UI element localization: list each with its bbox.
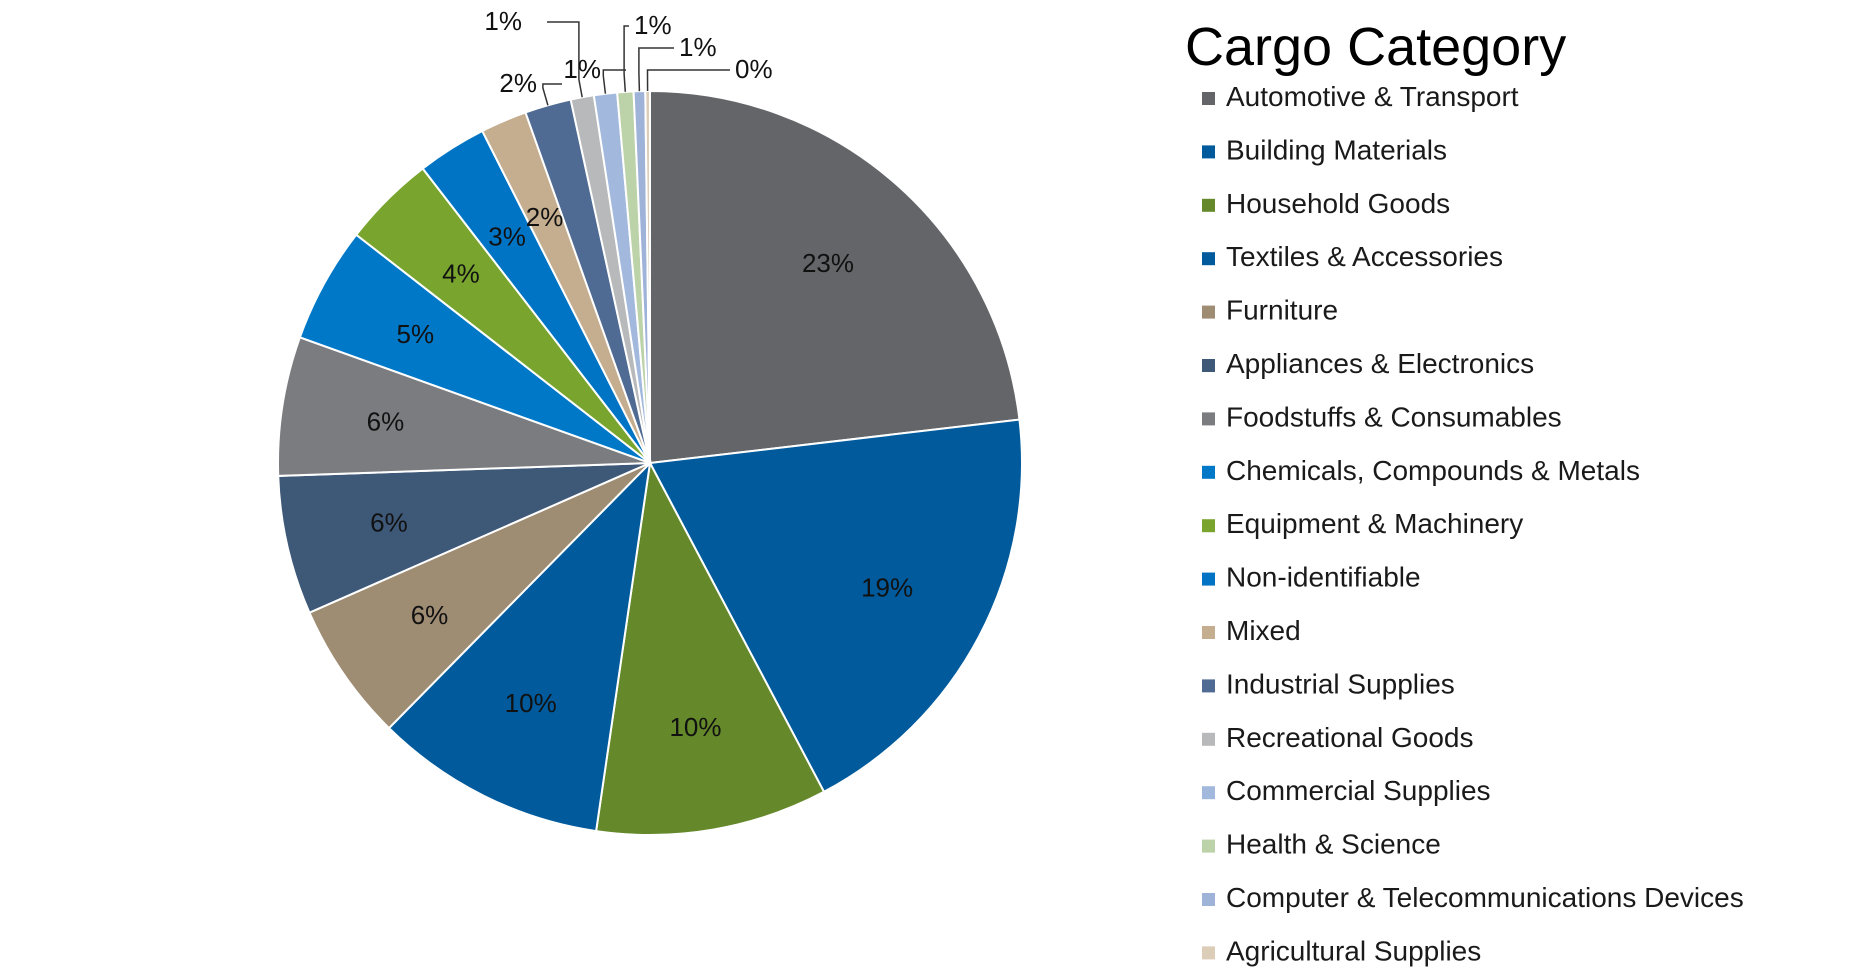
slice-label-automotive-transport: 23% bbox=[802, 248, 854, 278]
slice-label-non-identifiable: 3% bbox=[488, 221, 526, 251]
slice-label-industrial-supplies: 2% bbox=[499, 68, 537, 98]
legend-swatch-industrial-supplies bbox=[1202, 679, 1215, 693]
pie-slices bbox=[277, 89, 1023, 836]
legend-label-mixed: Mixed bbox=[1226, 615, 1301, 646]
legend: Automotive & Transport Building Materials… bbox=[1202, 81, 1744, 966]
pie-slice-automotive-transport bbox=[649, 89, 1021, 465]
leader-line-agricultural-supplies bbox=[646, 69, 730, 92]
legend-swatch-recreational-goods bbox=[1202, 732, 1215, 746]
pie-slice-appliances-electronics bbox=[277, 462, 651, 614]
legend-swatch-commercial-supplies bbox=[1202, 786, 1215, 800]
slice-label-computer-telecommunications-devices: 1% bbox=[679, 32, 717, 62]
legend-label-non-identifiable: Non-identifiable bbox=[1226, 562, 1421, 593]
pie-slice-household-goods bbox=[594, 459, 826, 836]
legend-label-textiles-accessories: Textiles & Accessories bbox=[1226, 241, 1503, 272]
legend-swatch-textiles-accessories bbox=[1202, 252, 1215, 266]
slice-label-commercial-supplies: 1% bbox=[563, 54, 601, 84]
pie-slice-foodstuffs-consumables bbox=[277, 336, 651, 477]
slice-label-mixed: 2% bbox=[526, 202, 564, 232]
legend-swatch-non-identifiable bbox=[1202, 572, 1215, 586]
slice-label-appliances-electronics: 6% bbox=[370, 508, 408, 538]
legend-swatch-chemicals-compounds-metals bbox=[1202, 465, 1215, 479]
slice-label-health-science: 1% bbox=[634, 10, 672, 40]
leader-line-commercial-supplies bbox=[602, 69, 626, 94]
slice-label-equipment-machinery: 4% bbox=[442, 258, 480, 288]
leader-line-industrial-supplies bbox=[542, 83, 562, 106]
pie-slice-agricultural-supplies bbox=[644, 89, 651, 464]
slice-label-recreational-goods: 1% bbox=[484, 6, 522, 36]
slice-label-foodstuffs-consumables: 6% bbox=[367, 407, 405, 437]
legend-swatch-foodstuffs-consumables bbox=[1202, 412, 1215, 426]
slice-label-building-materials: 19% bbox=[861, 573, 913, 603]
legend-swatch-equipment-machinery bbox=[1202, 519, 1215, 533]
slice-label-agricultural-supplies: 0% bbox=[735, 54, 773, 84]
pie-slice-textiles-accessories bbox=[387, 460, 652, 833]
legend-label-appliances-electronics: Appliances & Electronics bbox=[1226, 348, 1534, 379]
legend-swatch-automotive-transport bbox=[1202, 92, 1215, 105]
legend-label-recreational-goods: Recreational Goods bbox=[1226, 722, 1473, 753]
leader-line-computer-telecommunications-devices bbox=[638, 47, 674, 92]
legend-label-chemicals-compounds-metals: Chemicals, Compounds & Metals bbox=[1226, 455, 1640, 486]
slice-label-chemicals-compounds-metals: 5% bbox=[397, 319, 435, 349]
legend-label-building-materials: Building Materials bbox=[1226, 134, 1447, 165]
leader-lines bbox=[542, 21, 730, 106]
legend-label-health-science: Health & Science bbox=[1226, 829, 1441, 860]
slice-label-furniture: 6% bbox=[411, 600, 449, 630]
leader-line-recreational-goods bbox=[547, 21, 583, 98]
pie-slice-furniture bbox=[308, 462, 651, 730]
slice-label-household-goods: 10% bbox=[669, 712, 721, 742]
legend-swatch-mixed bbox=[1202, 626, 1215, 639]
legend-label-computer-telecommunications-devices: Computer & Telecommunications Devices bbox=[1226, 882, 1744, 913]
legend-swatch-health-science bbox=[1202, 839, 1215, 853]
legend-swatch-agricultural-supplies bbox=[1202, 946, 1215, 960]
legend-label-agricultural-supplies: Agricultural Supplies bbox=[1226, 935, 1481, 966]
slice-label-textiles-accessories: 10% bbox=[505, 688, 557, 718]
legend-label-automotive-transport: Automotive & Transport bbox=[1226, 81, 1519, 112]
pie-slice-building-materials bbox=[648, 418, 1023, 794]
legend-label-household-goods: Household Goods bbox=[1226, 188, 1450, 219]
leader-line-health-science bbox=[623, 25, 629, 92]
slice-labels: 23%19%10%10%6%6%6%5%4%3%2%2%1%1%1%1%0% bbox=[367, 6, 914, 742]
legend-label-commercial-supplies: Commercial Supplies bbox=[1226, 775, 1491, 806]
legend-label-equipment-machinery: Equipment & Machinery bbox=[1226, 508, 1523, 539]
legend-label-industrial-supplies: Industrial Supplies bbox=[1226, 668, 1455, 699]
legend-label-foodstuffs-consumables: Foodstuffs & Consumables bbox=[1226, 401, 1562, 432]
legend-swatch-household-goods bbox=[1202, 198, 1215, 212]
legend-title: Cargo Category bbox=[1185, 17, 1566, 77]
legend-swatch-furniture bbox=[1202, 305, 1215, 319]
legend-swatch-building-materials bbox=[1202, 145, 1215, 159]
legend-swatch-appliances-electronics bbox=[1202, 359, 1215, 372]
legend-label-furniture: Furniture bbox=[1226, 295, 1338, 326]
legend-swatch-computer-telecommunications-devices bbox=[1202, 893, 1215, 906]
